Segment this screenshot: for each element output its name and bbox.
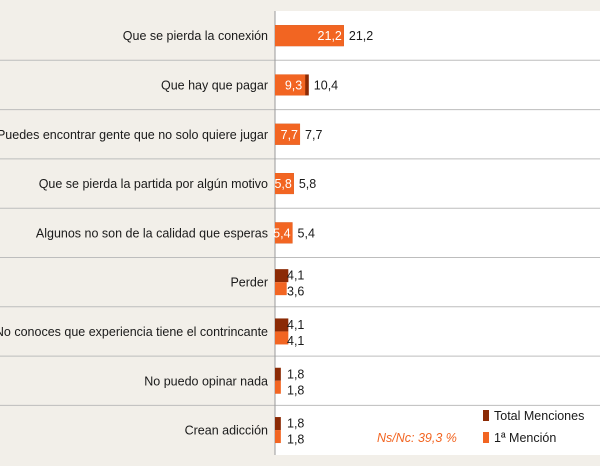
legend-swatch-total-menciones (483, 410, 489, 421)
data-label-total-menciones: 4,1 (287, 318, 304, 332)
bar-total-menciones (275, 417, 281, 431)
data-label-total-menciones: 7,7 (305, 128, 322, 142)
plot-area (275, 11, 600, 455)
category-label: Crean adicción (185, 424, 268, 438)
category-label: Que se pierda la partida por algún motiv… (39, 177, 268, 191)
data-label-primera-mencion: 7,7 (281, 128, 298, 142)
bar-primera-mencion (275, 430, 281, 444)
bar-primera-mencion (275, 173, 294, 195)
bar-primera-mencion (275, 123, 301, 145)
category-label: Algunos no son de la calidad que esperas (36, 226, 268, 240)
legend-label-primera-mencion: 1ª Mención (494, 431, 556, 445)
category-label: Que hay que pagar (161, 78, 268, 92)
data-label-primera-mencion: 9,3 (285, 78, 302, 92)
bar-total-menciones (275, 367, 281, 381)
data-label-primera-mencion: 4,1 (287, 334, 304, 348)
bar-primera-mencion (275, 380, 281, 394)
category-label: No puedo opinar nada (144, 374, 268, 388)
data-label-primera-mencion: 1,8 (287, 383, 304, 397)
bar-primera-mencion (275, 74, 306, 96)
category-label: No conoces que experiencia tiene el cont… (0, 325, 268, 339)
data-label-total-menciones: 5,8 (299, 177, 316, 191)
data-label-total-menciones: 5,4 (298, 226, 315, 240)
legend-swatch-primera-mencion (483, 432, 489, 443)
data-label-primera-mencion: 3,6 (287, 285, 304, 299)
data-label-total-menciones: 21,2 (349, 29, 373, 43)
data-label-primera-mencion: 5,8 (274, 177, 291, 191)
category-label: Que se pierda la conexión (123, 29, 268, 43)
data-label-primera-mencion: 21,2 (318, 29, 342, 43)
bar-primera-mencion (275, 25, 344, 47)
bar-total-menciones (275, 318, 289, 332)
bar-primera-mencion (275, 331, 289, 345)
bar-primera-mencion (275, 282, 287, 296)
data-label-primera-mencion: 5,4 (273, 226, 290, 240)
category-label: Puedes encontrar gente que no solo quier… (0, 128, 268, 142)
data-label-total-menciones: 4,1 (287, 269, 304, 283)
data-label-total-menciones: 1,8 (287, 417, 304, 431)
ns-nc-annotation: Ns/Nc: 39,3 % (377, 431, 457, 445)
bar-primera-mencion (275, 222, 293, 244)
data-label-primera-mencion: 1,8 (287, 433, 304, 447)
data-label-total-menciones: 1,8 (287, 367, 304, 381)
bar-total-menciones (275, 269, 289, 283)
data-label-total-menciones: 10,4 (314, 78, 338, 92)
category-label: Perder (230, 276, 268, 290)
legend-label-total-menciones: Total Menciones (494, 409, 584, 423)
